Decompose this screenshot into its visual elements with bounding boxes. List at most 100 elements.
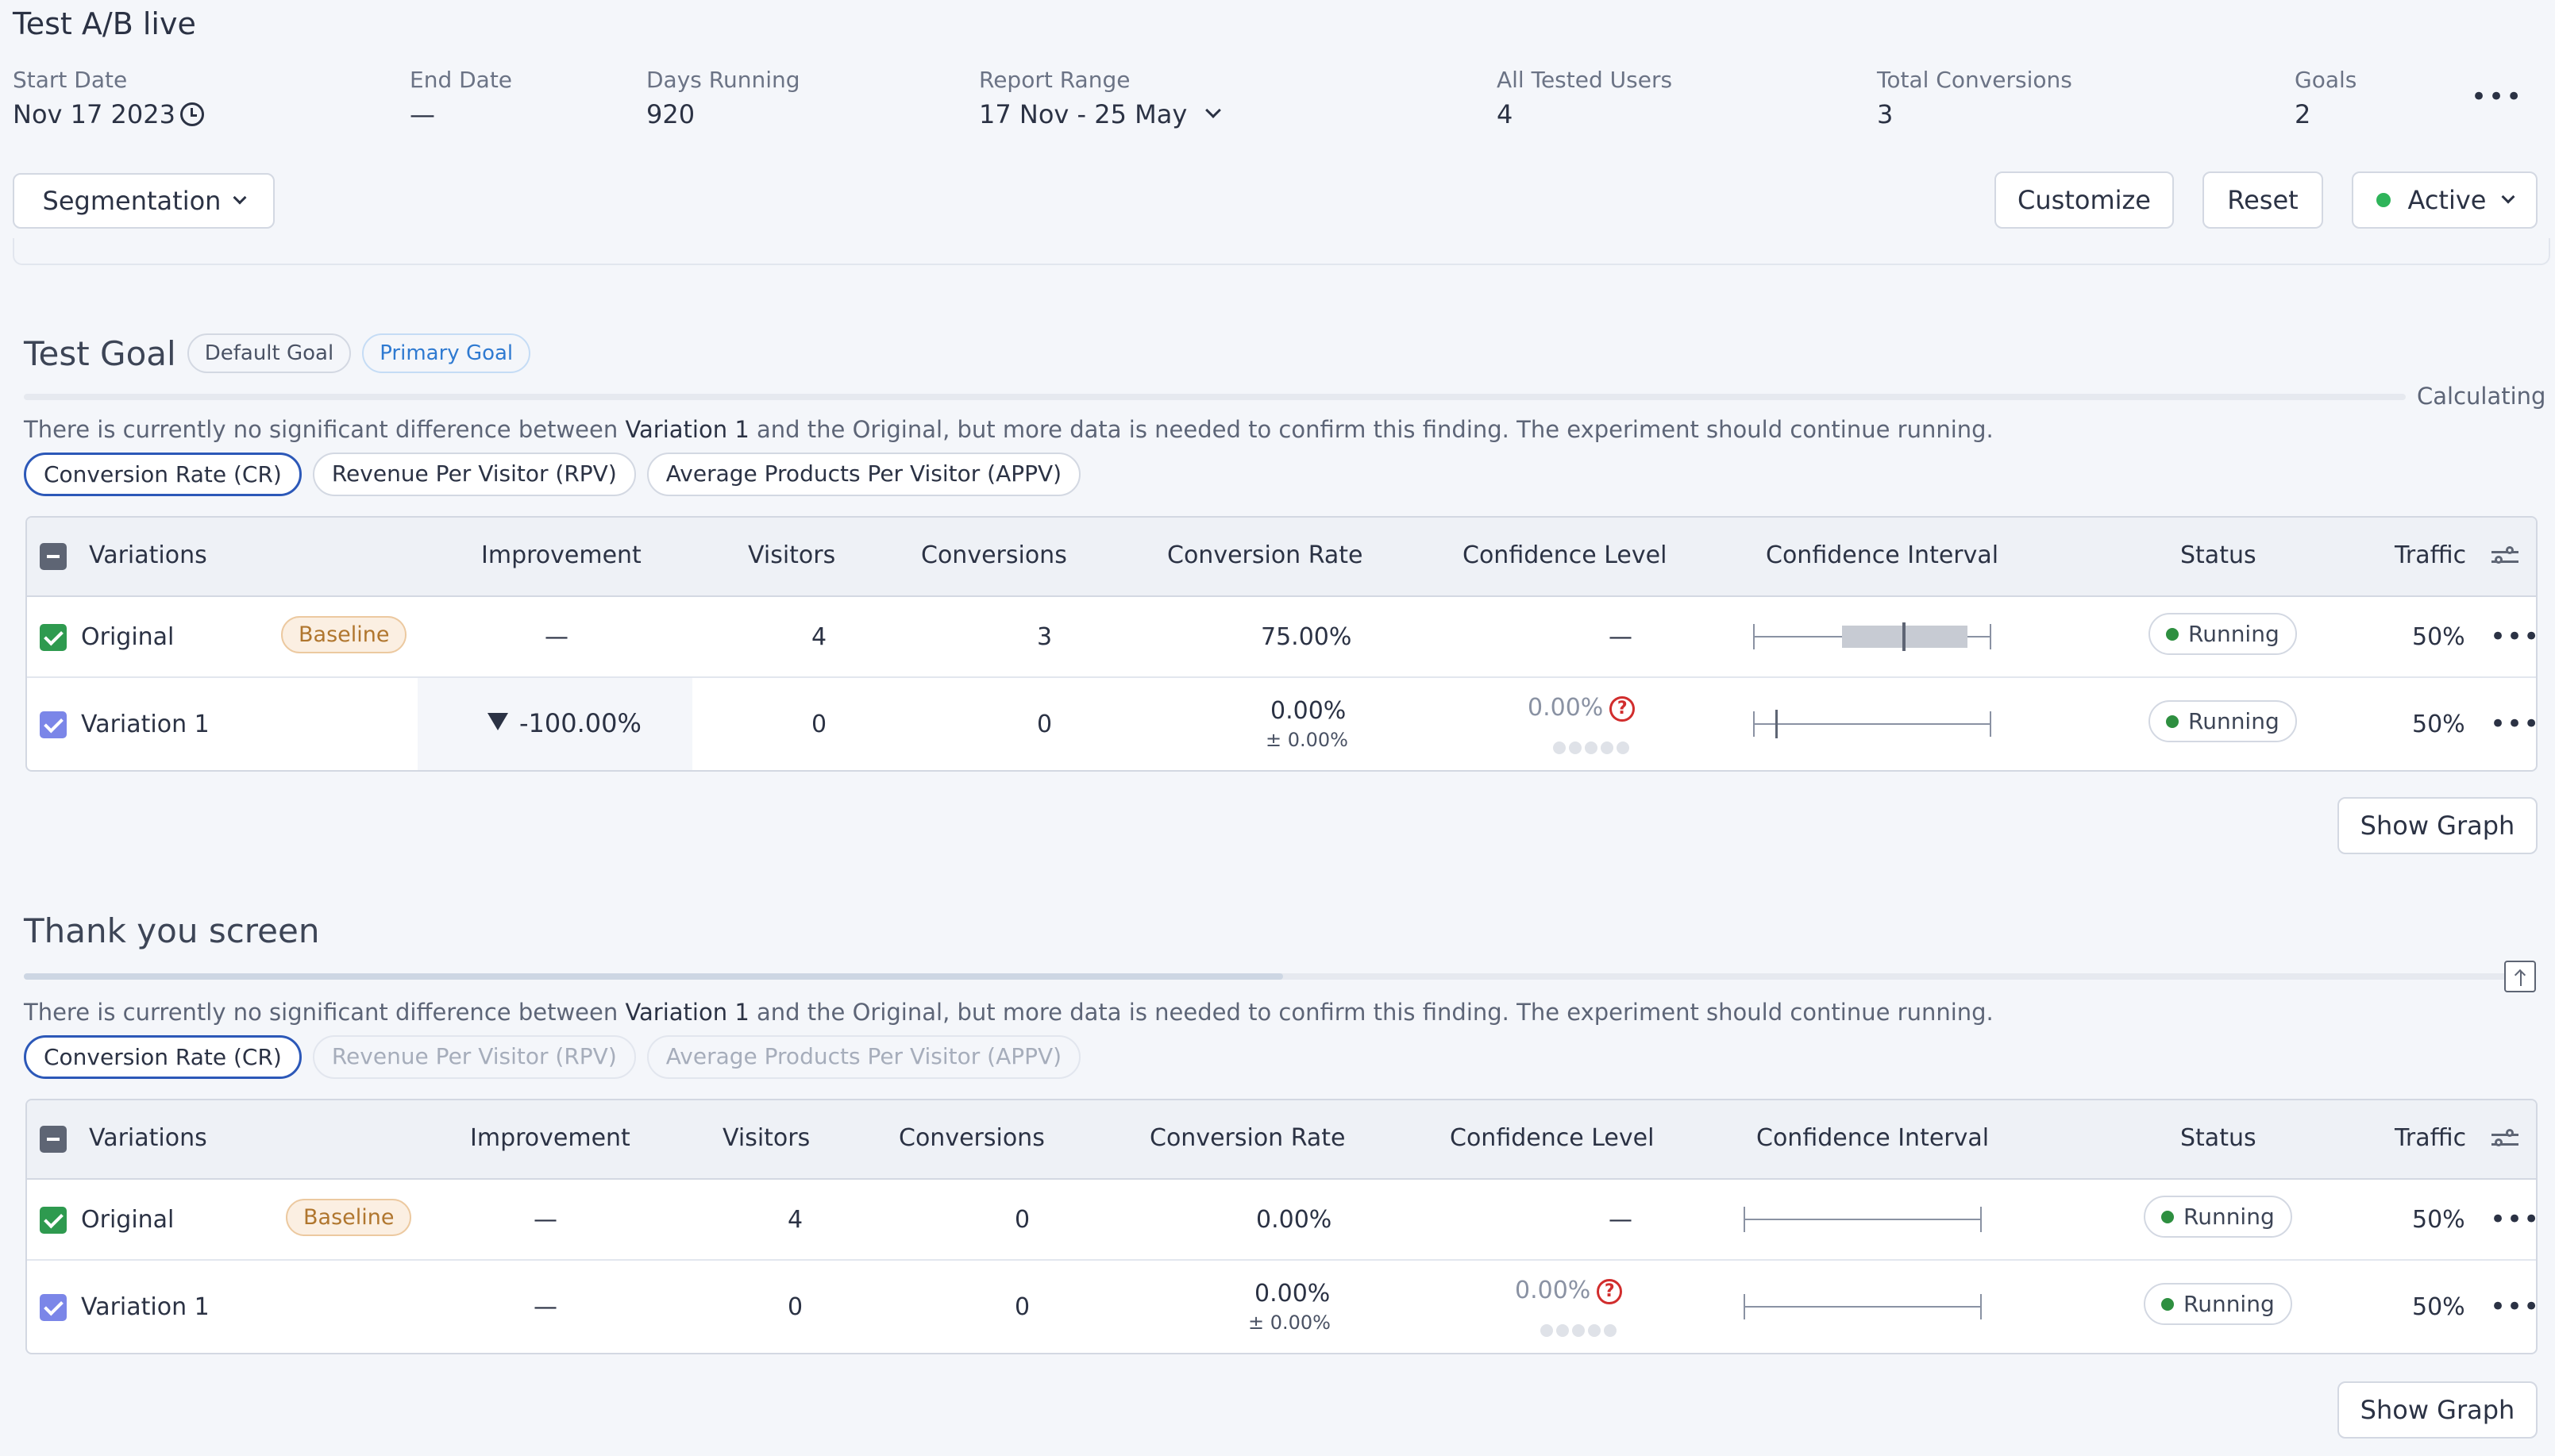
arrow-down-icon xyxy=(487,713,508,730)
tab-revenue-per-visitor[interactable]: Revenue Per Visitor (RPV) xyxy=(312,453,636,496)
running-dot xyxy=(2166,715,2179,728)
more-options-icon[interactable]: ••• xyxy=(2471,81,2524,113)
confidence-level-text: 0.00% xyxy=(1528,694,1604,722)
table-header: Variations Improvement Visitors Conversi… xyxy=(27,1100,2536,1180)
help-icon[interactable]: ? xyxy=(1597,1279,1623,1304)
help-icon[interactable]: ? xyxy=(1609,696,1636,722)
message-text: and the Original, but more data is neede… xyxy=(749,999,1994,1026)
row-checkbox[interactable] xyxy=(40,1294,67,1321)
segmentation-label: Segmentation xyxy=(42,186,222,216)
results-table: Variations Improvement Visitors Conversi… xyxy=(25,516,2538,772)
baseline-badge: Baseline xyxy=(281,616,407,653)
column-settings-icon[interactable] xyxy=(2491,546,2518,568)
stat-total-conversions: Total Conversions 3 xyxy=(1877,67,2072,129)
stat-label: Goals xyxy=(2295,67,2357,93)
metric-tabs: Conversion Rate (CR) Revenue Per Visitor… xyxy=(24,1035,1081,1079)
confidence-level-value: — xyxy=(1609,1206,1632,1234)
stat-label: End Date xyxy=(410,67,513,93)
status-badge: Running xyxy=(2144,1196,2292,1238)
table-row: Original Baseline — 4 3 75.00% — Running… xyxy=(27,597,2536,678)
running-dot xyxy=(2166,627,2179,641)
confidence-level-value: — xyxy=(1609,623,1632,651)
message-text: There is currently no significant differ… xyxy=(24,999,626,1026)
improvement-value: — xyxy=(534,1293,557,1321)
col-conversions: Conversions xyxy=(921,541,1067,569)
col-confidence-interval: Confidence Interval xyxy=(1766,541,1999,569)
tab-conversion-rate[interactable]: Conversion Rate (CR) xyxy=(24,1035,302,1079)
col-status: Status xyxy=(2180,1124,2256,1152)
select-all-checkbox[interactable] xyxy=(40,1126,67,1153)
primary-goal-tag: Primary Goal xyxy=(362,333,531,373)
show-graph-button[interactable]: Show Graph xyxy=(2337,1381,2538,1439)
interval-median xyxy=(1775,710,1778,738)
tab-revenue-per-visitor: Revenue Per Visitor (RPV) xyxy=(312,1035,636,1079)
confidence-level-value: 0.00%? xyxy=(1515,1277,1623,1304)
col-confidence-level: Confidence Level xyxy=(1462,541,1667,569)
row-more-icon[interactable]: ••• xyxy=(2490,1204,2538,1235)
col-confidence-level: Confidence Level xyxy=(1450,1124,1655,1152)
col-improvement: Improvement xyxy=(481,541,642,569)
summary-card-edge xyxy=(13,238,2550,265)
conversions-value: 0 xyxy=(1015,1293,1031,1321)
status-label: Running xyxy=(2188,708,2279,734)
row-checkbox[interactable] xyxy=(40,711,67,738)
goal-title: Test Goal xyxy=(24,333,176,373)
page-title: Test A/B live xyxy=(13,6,196,41)
col-improvement: Improvement xyxy=(470,1124,630,1152)
select-all-checkbox[interactable] xyxy=(40,543,67,570)
reset-button[interactable]: Reset xyxy=(2202,171,2323,229)
visitors-value: 4 xyxy=(811,623,827,651)
variation-name: Variation 1 xyxy=(81,1293,210,1321)
message-variation: Variation 1 xyxy=(625,416,750,443)
show-graph-button[interactable]: Show Graph xyxy=(2337,797,2538,854)
scroll-to-top-icon[interactable] xyxy=(2504,961,2536,992)
running-dot xyxy=(2161,1297,2174,1311)
message-text: There is currently no significant differ… xyxy=(24,416,626,443)
report-range-value: 17 Nov - 25 May xyxy=(979,99,1188,129)
col-variations: Variations xyxy=(89,1124,207,1152)
status-label: Running xyxy=(2183,1291,2275,1317)
segmentation-dropdown[interactable]: Segmentation xyxy=(13,173,275,229)
row-more-icon[interactable]: ••• xyxy=(2490,1291,2538,1323)
variation-name: Variation 1 xyxy=(81,711,210,738)
stat-value: 920 xyxy=(646,99,696,129)
chevron-down-icon xyxy=(2501,190,2515,204)
row-more-icon[interactable]: ••• xyxy=(2490,621,2538,653)
conversion-rate-value: 0.00% xyxy=(1256,1206,1332,1234)
report-range-dropdown[interactable]: 17 Nov - 25 May xyxy=(979,99,1222,129)
status-dropdown[interactable]: Active xyxy=(2352,171,2538,229)
customize-button[interactable]: Customize xyxy=(1994,171,2174,229)
col-status: Status xyxy=(2180,541,2256,569)
col-traffic: Traffic xyxy=(2395,541,2467,569)
stat-value: 2 xyxy=(2295,99,2311,129)
results-table: Variations Improvement Visitors Conversi… xyxy=(25,1099,2538,1354)
tab-average-products-per-visitor[interactable]: Average Products Per Visitor (APPV) xyxy=(646,453,1081,496)
stat-start-date: Start Date Nov 17 2023 xyxy=(13,67,204,129)
conversion-rate-margin: ± 0.00% xyxy=(1248,1312,1331,1334)
status-badge: Running xyxy=(2144,1283,2292,1325)
stat-value: 4 xyxy=(1497,99,1513,129)
improvement-text: -100.00% xyxy=(519,708,642,738)
confidence-level-text: 0.00% xyxy=(1515,1277,1591,1304)
stat-value: — xyxy=(410,99,435,129)
row-more-icon[interactable]: ••• xyxy=(2490,708,2538,740)
col-visitors: Visitors xyxy=(723,1124,811,1152)
confidence-dots xyxy=(1553,741,1629,754)
table-row: Original Baseline — 4 0 0.00% — Running … xyxy=(27,1180,2536,1261)
tab-conversion-rate[interactable]: Conversion Rate (CR) xyxy=(24,453,302,496)
variation-name: Original xyxy=(81,1206,175,1234)
status-label: Running xyxy=(2188,621,2279,647)
interval-median xyxy=(1902,622,1906,651)
confidence-interval-bar xyxy=(1744,1294,1982,1319)
confidence-level-value: 0.00%? xyxy=(1528,694,1636,722)
chevron-down-icon xyxy=(233,191,247,205)
stat-all-tested-users: All Tested Users 4 xyxy=(1497,67,1672,129)
visitors-value: 4 xyxy=(788,1206,803,1234)
row-checkbox[interactable] xyxy=(40,1207,67,1234)
column-settings-icon[interactable] xyxy=(2491,1129,2518,1151)
clock-icon[interactable] xyxy=(179,102,204,126)
goal-header: Test Goal Default Goal Primary Goal xyxy=(24,333,531,373)
variation-name: Original xyxy=(81,623,175,651)
row-checkbox[interactable] xyxy=(40,624,67,651)
col-conversion-rate: Conversion Rate xyxy=(1167,541,1363,569)
